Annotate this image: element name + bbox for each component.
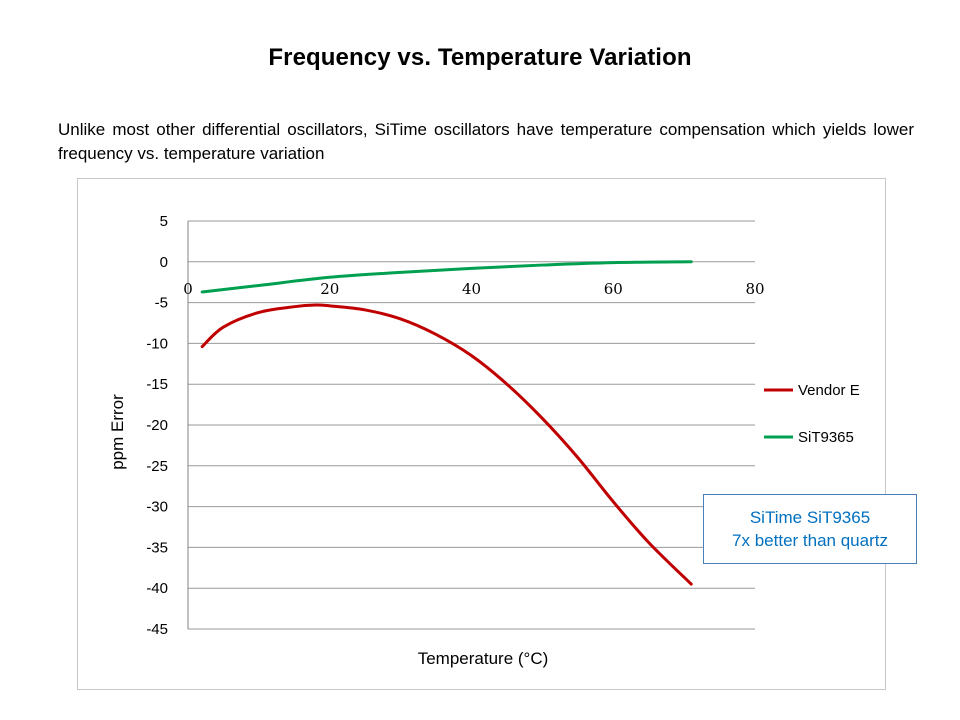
y-tick-label: 5: [160, 213, 168, 230]
y-tick-label: -20: [146, 417, 168, 434]
y-tick-label: -40: [146, 580, 168, 597]
callout-line-2: 7x better than quartz: [732, 531, 888, 550]
series-line-sit9365: [200, 260, 693, 294]
y-tick-label: -30: [146, 499, 168, 516]
x-tick-label: 80: [745, 280, 764, 298]
y-axis-title: ppm Error: [108, 394, 127, 470]
y-tick-label: -35: [146, 539, 168, 556]
slide-title: Frequency vs. Temperature Variation: [268, 44, 692, 71]
x-tick-label: 40: [462, 280, 481, 298]
legend-label: Vendor E: [798, 382, 860, 399]
x-axis-title: Temperature (°C): [418, 649, 549, 668]
legend-label: SiT9365: [798, 429, 854, 446]
y-tick-label: -10: [146, 335, 168, 352]
chart-frame: [77, 178, 886, 690]
y-tick-label: -25: [146, 458, 168, 475]
y-tick-label: -5: [155, 295, 168, 312]
x-tick-label: 0: [183, 280, 193, 298]
y-tick-label: -45: [146, 621, 168, 638]
x-tick-label: 60: [604, 280, 623, 298]
slide-subtitle: Unlike most other differential oscillato…: [58, 120, 914, 163]
callout-line-1: SiTime SiT9365: [749, 508, 871, 527]
y-tick-label: -15: [146, 376, 168, 393]
y-tick-label: 0: [160, 254, 168, 271]
x-tick-label: 20: [320, 280, 339, 298]
callout-box: SiTime SiT9365 7x better than quartz: [703, 494, 917, 564]
series-line-vendor-e: [200, 303, 693, 586]
